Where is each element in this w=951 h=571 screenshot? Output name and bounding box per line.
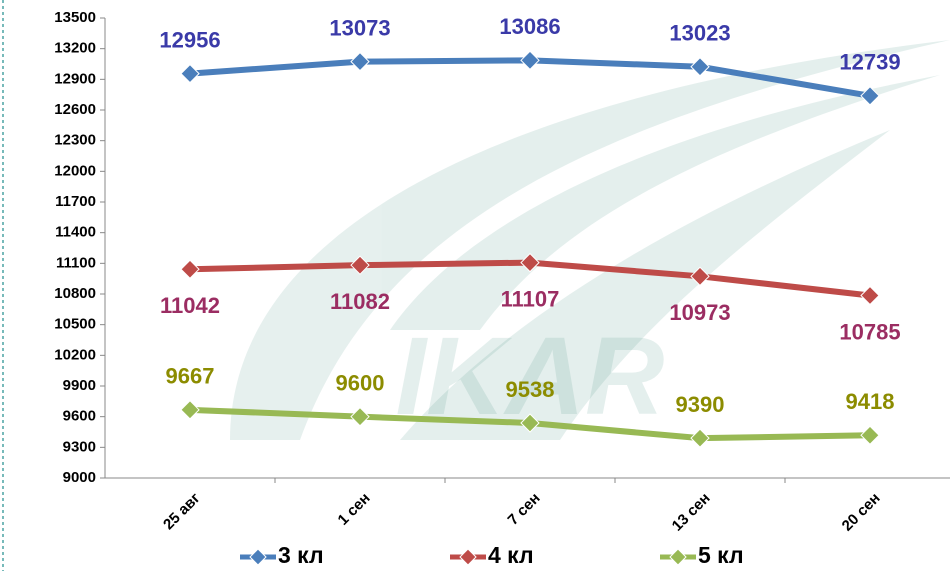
y-tick-label: 13500: [54, 9, 96, 26]
data-label: 9667: [166, 364, 215, 389]
x-tick-label: 7 сен: [505, 490, 544, 529]
data-label: 9390: [676, 392, 725, 417]
y-tick-label: 11700: [55, 193, 96, 210]
data-label: 9418: [846, 389, 895, 414]
y-tick-label: 11400: [55, 224, 96, 241]
x-tick-label: 20 сен: [839, 490, 884, 535]
x-tick-label: 1 сен: [335, 490, 374, 529]
x-tick-label: 25 авг: [160, 490, 204, 534]
marker: [350, 51, 370, 72]
y-tick-label: 10800: [54, 285, 96, 302]
data-label: 11042: [160, 293, 220, 318]
data-label: 12739: [839, 50, 900, 75]
legend-label: 4 кл: [488, 542, 534, 568]
y-tick-label: 12300: [54, 132, 96, 149]
marker: [180, 259, 200, 279]
y-tick-label: 9300: [63, 438, 96, 455]
y-tick-label: 12600: [54, 101, 96, 118]
marker: [350, 406, 370, 427]
marker: [860, 425, 880, 445]
data-label: 13086: [499, 14, 560, 39]
y-tick-label: 10500: [54, 316, 96, 333]
x-tick-label: 13 сен: [669, 490, 714, 535]
legend-marker: [669, 548, 687, 566]
legend-label: 5 кл: [698, 542, 744, 568]
marker: [520, 252, 540, 273]
data-label: 12956: [159, 27, 220, 52]
legend-marker: [459, 548, 477, 566]
data-label: 11082: [330, 289, 390, 314]
y-tick-label: 9900: [63, 377, 96, 394]
y-tick-label: 12900: [54, 70, 96, 87]
marker: [180, 400, 200, 420]
data-label: 11107: [501, 286, 560, 311]
marker: [180, 63, 200, 84]
marker: [860, 86, 880, 106]
data-label: 10973: [669, 300, 730, 325]
y-tick-label: 12000: [54, 162, 96, 179]
y-tick-label: 10200: [54, 346, 96, 363]
marker: [690, 428, 710, 448]
legend-label: 3 кл: [278, 542, 324, 568]
data-label: 10785: [839, 319, 900, 344]
data-label: 9538: [506, 377, 555, 402]
y-tick-label: 9600: [63, 408, 96, 425]
data-label: 13023: [669, 21, 730, 46]
marker: [690, 57, 710, 77]
marker: [350, 255, 370, 275]
marker: [520, 413, 540, 433]
data-label: 13073: [329, 15, 390, 40]
y-tick-label: 9000: [63, 469, 96, 486]
y-tick-label: 11100: [56, 254, 96, 271]
legend-marker: [249, 548, 267, 566]
marker: [520, 50, 540, 71]
marker: [860, 285, 880, 306]
data-label: 9600: [336, 370, 385, 395]
marker: [690, 266, 710, 287]
y-tick-label: 13200: [54, 40, 96, 57]
